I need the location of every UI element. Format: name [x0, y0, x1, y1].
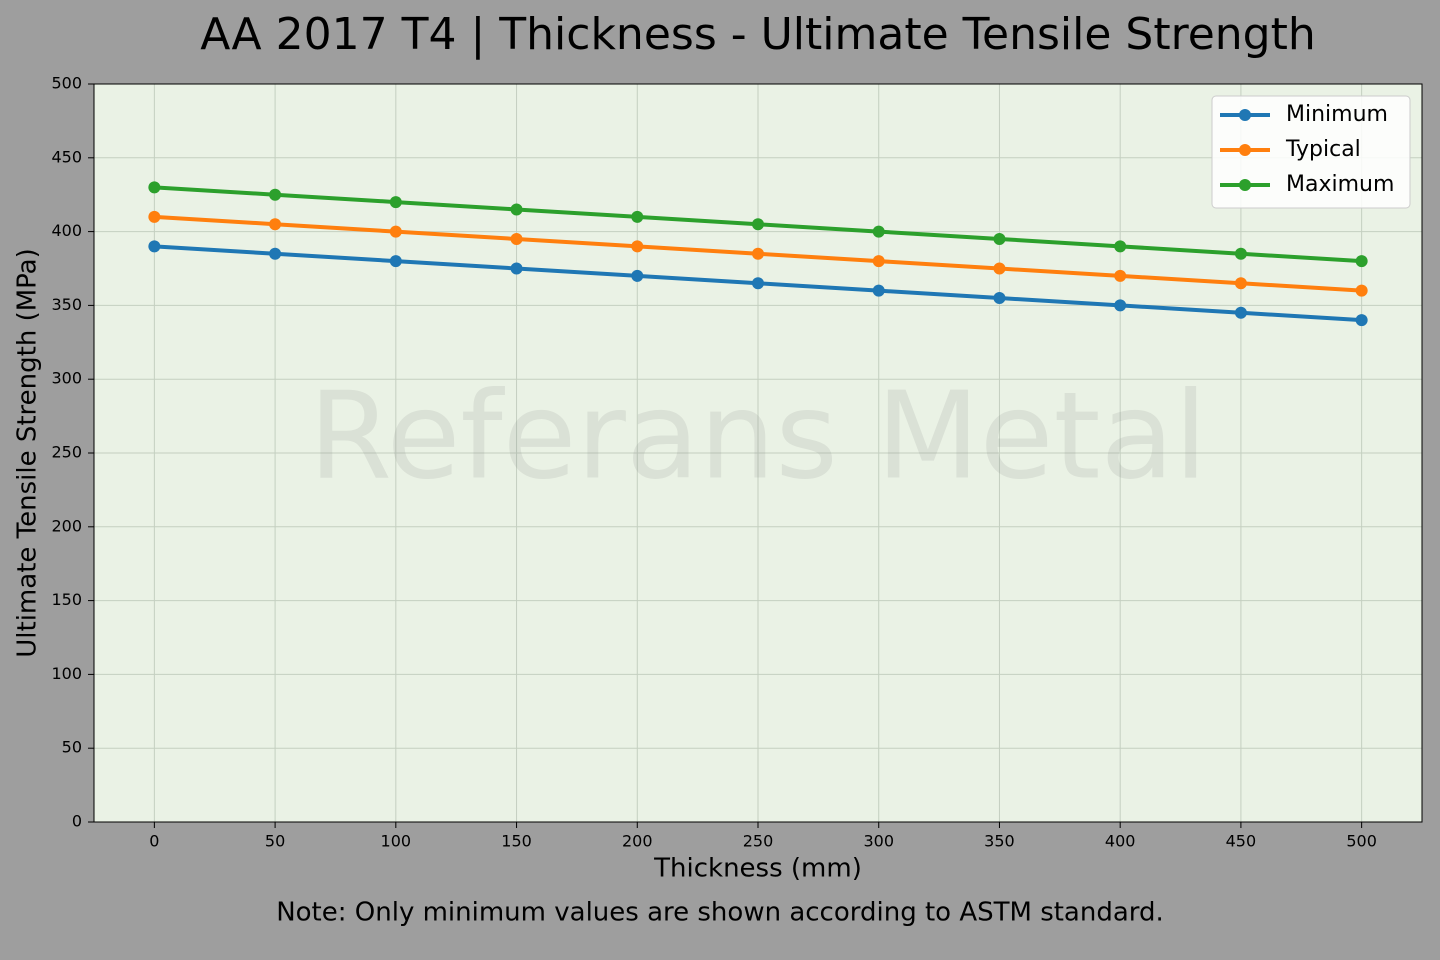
point [1234, 277, 1247, 290]
legend-label: Typical [1285, 137, 1361, 162]
x-tick-label: 400 [1105, 832, 1136, 851]
legend-marker [1239, 179, 1251, 191]
point [148, 210, 161, 223]
y-axis-label: Ultimate Tensile Strength (MPa) [13, 248, 43, 657]
legend-marker [1239, 109, 1251, 121]
point [389, 225, 402, 238]
y-tick-label: 450 [51, 147, 82, 166]
point [993, 292, 1006, 305]
legend-marker [1239, 144, 1251, 156]
plot-frame [93, 83, 1423, 823]
point [872, 284, 885, 297]
point [1114, 240, 1127, 253]
point [1355, 255, 1368, 268]
point [631, 269, 644, 282]
point [269, 188, 282, 201]
point [1114, 269, 1127, 282]
point [752, 277, 764, 290]
legend-box [1211, 95, 1411, 209]
y-tick-label: 0 [72, 812, 82, 831]
point [872, 225, 885, 238]
x-tick-label: 300 [863, 832, 894, 851]
note: Note: Only minimum values are shown acco… [276, 898, 1164, 928]
x-tick-label: 100 [381, 832, 412, 851]
point [148, 240, 161, 253]
point [269, 247, 282, 260]
point [1234, 247, 1247, 260]
x-tick-label: 0 [149, 832, 159, 851]
y-tick-label: 100 [51, 664, 82, 683]
point [872, 255, 885, 268]
point [510, 203, 523, 216]
legend-label: Minimum [1286, 102, 1388, 127]
x-tick-label: 350 [984, 832, 1015, 851]
y-tick-label: 400 [51, 221, 82, 240]
point [631, 240, 644, 253]
x-tick-label: 200 [622, 832, 653, 851]
legend-label: Maximum [1286, 172, 1394, 197]
point [631, 210, 644, 223]
chart-title: AA 2017 T4 | Thickness - Ultimate Tensil… [200, 9, 1316, 60]
point [510, 232, 523, 245]
x-axis-label: Thickness (mm) [653, 854, 862, 884]
point [1355, 284, 1368, 297]
point [269, 218, 282, 231]
x-tick-label: 450 [1226, 832, 1257, 851]
point [1114, 299, 1127, 312]
y-tick-label: 350 [51, 295, 82, 314]
point [993, 232, 1006, 245]
point [1355, 314, 1368, 327]
y-tick-label: 250 [51, 443, 82, 462]
y-tick-label: 300 [51, 369, 82, 388]
point [993, 262, 1006, 275]
point [148, 181, 161, 194]
point [510, 262, 523, 275]
x-tick-label: 250 [743, 832, 774, 851]
y-tick-label: 150 [51, 590, 82, 609]
x-tick-label: 150 [501, 832, 532, 851]
point [389, 255, 402, 268]
x-tick-label: 500 [1346, 832, 1377, 851]
y-tick-label: 500 [51, 74, 82, 93]
point [752, 218, 764, 231]
y-tick-label: 200 [51, 516, 82, 535]
x-tick-label: 50 [265, 832, 285, 851]
point [389, 196, 402, 209]
y-tick-label: 50 [62, 738, 82, 757]
point [1234, 306, 1247, 319]
watermark: Referans Metal [309, 368, 1208, 507]
point [752, 247, 764, 260]
